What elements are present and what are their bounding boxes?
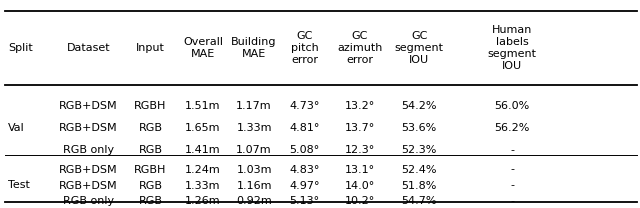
Text: RGB+DSM: RGB+DSM xyxy=(59,123,118,133)
Text: RGB only: RGB only xyxy=(63,196,114,206)
Text: 1.24m: 1.24m xyxy=(185,165,221,175)
Text: 1.26m: 1.26m xyxy=(185,196,221,206)
Text: Building
MAE: Building MAE xyxy=(231,37,277,59)
Text: RGB: RGB xyxy=(138,196,163,206)
Text: 14.0°: 14.0° xyxy=(344,181,375,191)
Text: 56.2%: 56.2% xyxy=(494,123,530,133)
Text: RGB: RGB xyxy=(138,123,163,133)
Text: 1.41m: 1.41m xyxy=(185,145,221,155)
Text: 54.7%: 54.7% xyxy=(401,196,437,206)
Text: 51.8%: 51.8% xyxy=(401,181,437,191)
Text: 52.4%: 52.4% xyxy=(401,165,437,175)
Text: 10.2°: 10.2° xyxy=(344,196,375,206)
Text: 1.03m: 1.03m xyxy=(236,165,272,175)
Text: -: - xyxy=(510,181,514,191)
Text: -: - xyxy=(510,196,514,206)
Text: RGBH: RGBH xyxy=(134,165,166,175)
Text: RGB: RGB xyxy=(138,181,163,191)
Text: 5.13°: 5.13° xyxy=(289,196,320,206)
Text: GC
segment
IOU: GC segment IOU xyxy=(395,31,444,65)
Text: GC
pitch
error: GC pitch error xyxy=(291,31,319,65)
Text: Test: Test xyxy=(8,180,30,191)
Text: RGB only: RGB only xyxy=(63,145,114,155)
Text: 1.33m: 1.33m xyxy=(185,181,221,191)
Text: 13.1°: 13.1° xyxy=(344,165,375,175)
Text: -: - xyxy=(510,145,514,155)
Text: GC
azimuth
error: GC azimuth error xyxy=(337,31,382,65)
Text: 4.81°: 4.81° xyxy=(289,123,320,133)
Text: Dataset: Dataset xyxy=(67,43,110,53)
Text: 54.2%: 54.2% xyxy=(401,101,437,111)
Text: RGB+DSM: RGB+DSM xyxy=(59,165,118,175)
Text: 0.92m: 0.92m xyxy=(236,196,272,206)
Text: RGB+DSM: RGB+DSM xyxy=(59,101,118,111)
Text: Val: Val xyxy=(8,123,25,133)
Text: 4.83°: 4.83° xyxy=(289,165,320,175)
Text: RGB+DSM: RGB+DSM xyxy=(59,181,118,191)
Text: RGBH: RGBH xyxy=(134,101,166,111)
Text: 52.3%: 52.3% xyxy=(401,145,437,155)
Text: 1.33m: 1.33m xyxy=(236,123,272,133)
Text: 4.97°: 4.97° xyxy=(289,181,320,191)
Text: Input: Input xyxy=(136,43,165,53)
Text: 5.08°: 5.08° xyxy=(289,145,320,155)
Text: 53.6%: 53.6% xyxy=(401,123,437,133)
Text: 1.07m: 1.07m xyxy=(236,145,272,155)
Text: 56.0%: 56.0% xyxy=(494,101,530,111)
Text: 1.16m: 1.16m xyxy=(236,181,272,191)
Text: -: - xyxy=(510,165,514,175)
Text: 1.17m: 1.17m xyxy=(236,101,272,111)
Text: RGB: RGB xyxy=(138,145,163,155)
Text: 1.65m: 1.65m xyxy=(185,123,221,133)
Text: Overall
MAE: Overall MAE xyxy=(183,37,223,59)
Text: 4.73°: 4.73° xyxy=(289,101,320,111)
Text: 13.2°: 13.2° xyxy=(344,101,375,111)
Text: Human
labels
segment
IOU: Human labels segment IOU xyxy=(488,25,536,71)
Text: Split: Split xyxy=(8,43,33,53)
Text: 12.3°: 12.3° xyxy=(344,145,375,155)
Text: 1.51m: 1.51m xyxy=(185,101,221,111)
Text: 13.7°: 13.7° xyxy=(344,123,375,133)
